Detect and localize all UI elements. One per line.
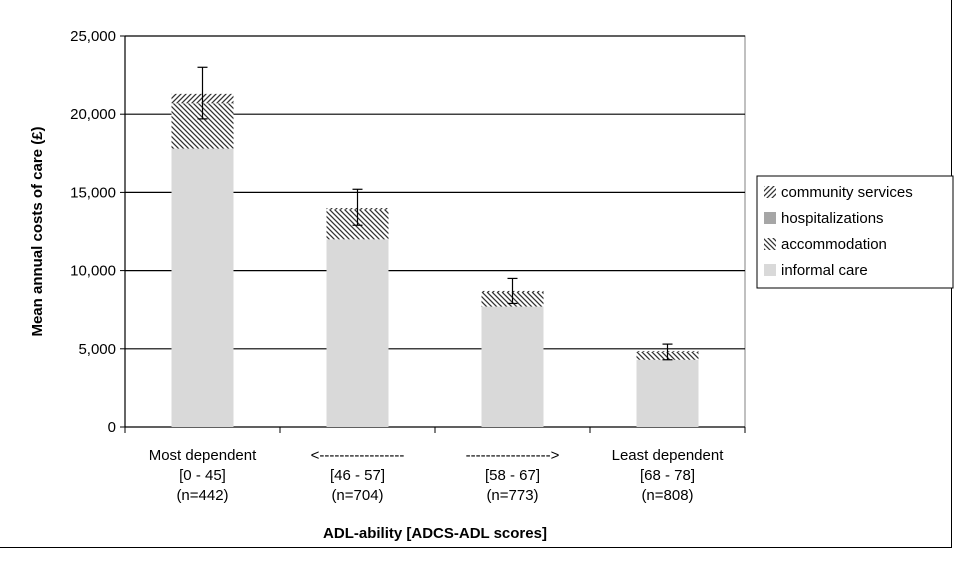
x-category-label: Least dependent — [612, 447, 725, 464]
x-category-label: [68 - 78] — [640, 467, 695, 484]
legend-label: hospitalizations — [781, 210, 884, 227]
legend-swatch-accommodation — [764, 238, 776, 250]
y-tick-label: 0 — [108, 419, 116, 436]
x-category-label: (n=704) — [331, 487, 383, 504]
legend-label: community services — [781, 184, 913, 201]
x-category-label: <----------------- — [311, 447, 405, 464]
x-category-label: [0 - 45] — [179, 467, 226, 484]
x-category-label: (n=773) — [486, 487, 538, 504]
bar-informal-care — [171, 148, 234, 427]
y-tick-label: 20,000 — [70, 106, 116, 123]
y-tick-label: 10,000 — [70, 263, 116, 280]
y-axis-title: Mean annual costs of care (£) — [29, 126, 46, 336]
x-category-label: (n=442) — [176, 487, 228, 504]
legend-label: accommodation — [781, 236, 887, 253]
legend-label: informal care — [781, 262, 868, 279]
y-tick-label: 15,000 — [70, 184, 116, 201]
x-category-label: (n=808) — [641, 487, 693, 504]
x-category-label: [58 - 67] — [485, 467, 540, 484]
bar-informal-care — [636, 359, 699, 427]
bar-informal-care — [481, 306, 544, 427]
x-axis-title: ADL-ability [ADCS-ADL scores] — [323, 525, 547, 542]
legend-swatch-community-services — [764, 186, 776, 198]
legend-swatch-hospitalizations — [764, 212, 776, 224]
x-category-label: Most dependent — [149, 447, 257, 464]
x-category-label: -----------------> — [466, 447, 560, 464]
bar-informal-care — [326, 239, 389, 427]
legend-swatch-informal-care — [764, 264, 776, 276]
y-tick-label: 5,000 — [78, 341, 116, 358]
x-category-label: [46 - 57] — [330, 467, 385, 484]
legend-box — [756, 175, 954, 289]
y-tick-label: 25,000 — [70, 28, 116, 45]
